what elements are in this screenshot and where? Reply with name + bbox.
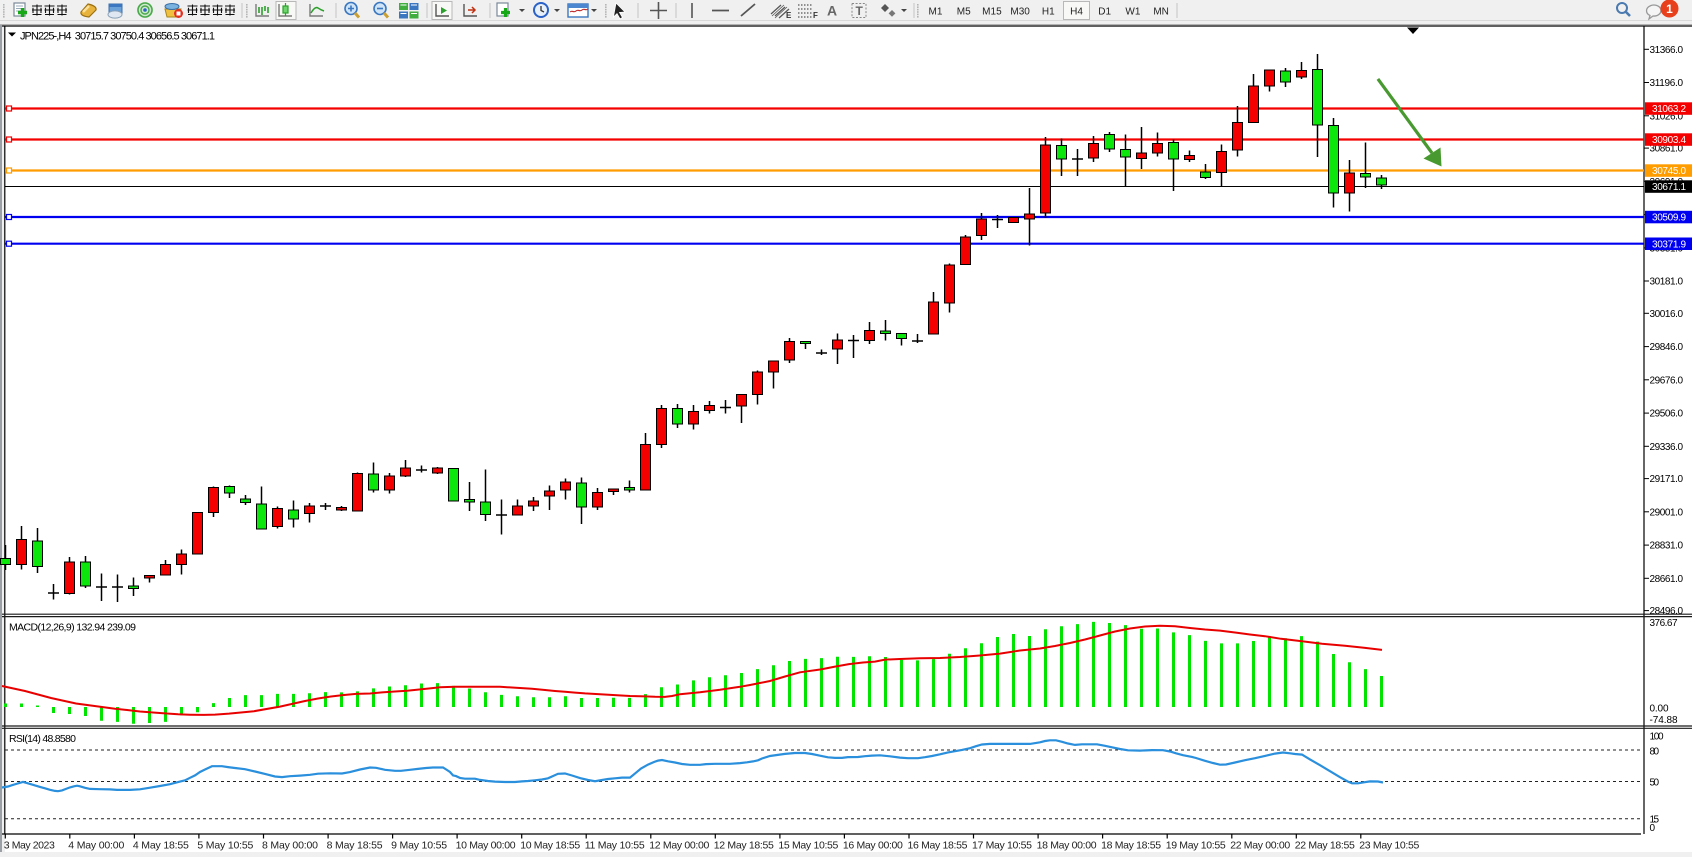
svg-text:29001.0: 29001.0 [1650, 507, 1684, 518]
svg-text:23 May 10:55: 23 May 10:55 [1359, 840, 1419, 852]
svg-text:3 May 2023: 3 May 2023 [4, 840, 55, 852]
svg-text:18 May 00:00: 18 May 00:00 [1037, 840, 1097, 852]
svg-text:30181.0: 30181.0 [1650, 277, 1684, 288]
svg-text:H1: H1 [1042, 7, 1055, 18]
svg-text:30745.0: 30745.0 [1652, 166, 1686, 177]
svg-text:376.67: 376.67 [1650, 618, 1678, 629]
svg-text:M1: M1 [929, 7, 943, 18]
svg-text:0: 0 [1650, 823, 1656, 834]
svg-text:16 May 18:55: 16 May 18:55 [908, 840, 968, 852]
svg-text:5 May 10:55: 5 May 10:55 [197, 840, 253, 852]
svg-text:11 May 10:55: 11 May 10:55 [585, 840, 645, 852]
svg-text:T: T [856, 4, 864, 18]
svg-text:RSI(14) 48.8580: RSI(14) 48.8580 [9, 733, 76, 745]
svg-text:30903.4: 30903.4 [1652, 135, 1686, 146]
svg-text:31366.0: 31366.0 [1650, 45, 1684, 56]
svg-text:29846.0: 29846.0 [1650, 342, 1684, 353]
svg-text:29676.0: 29676.0 [1650, 375, 1684, 386]
svg-text:M30: M30 [1010, 7, 1030, 18]
svg-text:18 May 18:55: 18 May 18:55 [1101, 840, 1161, 852]
svg-text:30509.9: 30509.9 [1652, 213, 1686, 224]
svg-text:29171.0: 29171.0 [1650, 474, 1684, 485]
svg-text:29336.0: 29336.0 [1650, 442, 1684, 453]
svg-text:28661.0: 28661.0 [1650, 574, 1684, 585]
svg-text:22 May 18:55: 22 May 18:55 [1295, 840, 1355, 852]
svg-text:MACD(12,26,9) 132.94 239.09: MACD(12,26,9) 132.94 239.09 [9, 622, 136, 634]
svg-text:22 May 00:00: 22 May 00:00 [1230, 840, 1290, 852]
svg-text:0.00: 0.00 [1650, 704, 1669, 715]
svg-text:28831.0: 28831.0 [1650, 541, 1684, 552]
svg-text:30371.9: 30371.9 [1652, 239, 1686, 250]
svg-text:80: 80 [1650, 747, 1660, 758]
svg-text:8 May 18:55: 8 May 18:55 [327, 840, 383, 852]
svg-text:15: 15 [1650, 815, 1660, 826]
svg-text:15 May 10:55: 15 May 10:55 [778, 840, 838, 852]
svg-text:50: 50 [1650, 778, 1660, 789]
svg-text:31196.0: 31196.0 [1650, 78, 1684, 89]
svg-text:12 May 00:00: 12 May 00:00 [649, 840, 709, 852]
svg-text:17 May 10:55: 17 May 10:55 [972, 840, 1032, 852]
svg-text:E: E [786, 11, 792, 20]
svg-text:D1: D1 [1098, 7, 1111, 18]
svg-text:MN: MN [1153, 7, 1169, 18]
svg-text:31026.0: 31026.0 [1650, 111, 1684, 122]
svg-text:12 May 18:55: 12 May 18:55 [714, 840, 774, 852]
svg-text:100: 100 [1650, 732, 1664, 743]
svg-text:M5: M5 [957, 7, 971, 18]
svg-text:16 May 00:00: 16 May 00:00 [843, 840, 903, 852]
svg-text:10 May 00:00: 10 May 00:00 [456, 840, 516, 852]
svg-text:30671.1: 30671.1 [1652, 182, 1686, 193]
svg-text:30861.0: 30861.0 [1650, 144, 1684, 155]
svg-text:A: A [827, 3, 837, 19]
svg-text:19 May 10:55: 19 May 10:55 [1166, 840, 1226, 852]
svg-text:1: 1 [1666, 2, 1673, 16]
svg-text:10 May 18:55: 10 May 18:55 [520, 840, 580, 852]
svg-text:9 May 10:55: 9 May 10:55 [391, 840, 447, 852]
svg-text:30016.0: 30016.0 [1650, 309, 1684, 320]
svg-text:F: F [813, 11, 818, 20]
svg-text:M15: M15 [982, 7, 1002, 18]
svg-text:29506.0: 29506.0 [1650, 409, 1684, 420]
svg-text:H4: H4 [1070, 7, 1083, 18]
svg-text:28496.0: 28496.0 [1650, 606, 1684, 617]
svg-text:4 May 18:55: 4 May 18:55 [133, 840, 189, 852]
svg-text:JPN225-,H4 30715.7 30750.4 30: JPN225-,H4 30715.7 30750.4 30656.5 30671… [20, 31, 215, 43]
svg-text:31063.2: 31063.2 [1652, 104, 1686, 115]
svg-text:8 May 00:00: 8 May 00:00 [262, 840, 318, 852]
svg-text:4 May 00:00: 4 May 00:00 [68, 840, 124, 852]
svg-text:-74.88: -74.88 [1650, 715, 1678, 726]
svg-text:W1: W1 [1125, 7, 1140, 18]
